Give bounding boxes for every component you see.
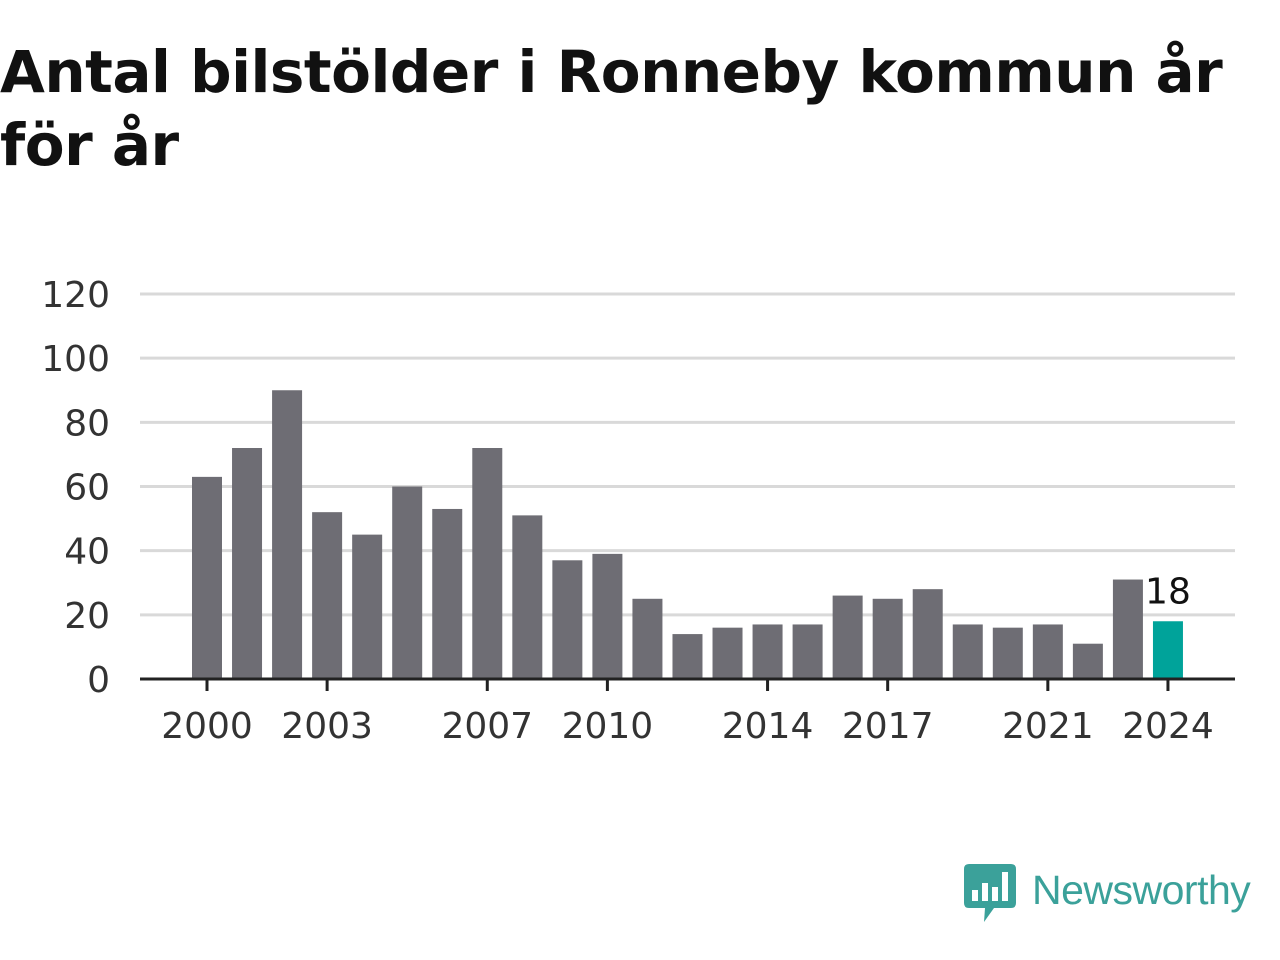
y-tick-label: 60 — [64, 468, 110, 509]
bar-2000 — [192, 477, 222, 679]
bar-2004 — [352, 535, 382, 679]
bar-2016 — [833, 596, 863, 679]
y-tick-label: 80 — [64, 403, 110, 444]
x-tick-label: 2014 — [722, 706, 814, 747]
bar-2021 — [1033, 624, 1063, 679]
data-label-2024: 18 — [1145, 571, 1191, 612]
bar-2011 — [632, 599, 662, 679]
x-tick-label: 2024 — [1122, 706, 1214, 747]
y-tick-label: 20 — [64, 596, 110, 637]
y-tick-label: 40 — [64, 532, 110, 573]
bar-2013 — [713, 628, 743, 679]
bars — [192, 390, 1183, 679]
bar-2001 — [232, 448, 262, 679]
bar-2022 — [1073, 644, 1103, 679]
x-axis-labels: 2000 2003 2007 2010 2014 2017 2021 2024 — [161, 706, 1214, 747]
bar-2012 — [672, 634, 702, 679]
x-tick-label: 2017 — [842, 706, 934, 747]
bar-2015 — [793, 624, 823, 679]
bar-2017 — [873, 599, 903, 679]
x-tick-label: 2003 — [281, 706, 373, 747]
bar-2007 — [472, 448, 502, 679]
bar-2024 — [1153, 621, 1183, 679]
bar-2008 — [512, 515, 542, 679]
gridlines — [140, 294, 1235, 615]
bar-2006 — [432, 509, 462, 679]
x-tick-label: 2007 — [441, 706, 533, 747]
bar-2018 — [913, 589, 943, 679]
bar-2014 — [753, 624, 783, 679]
bar-chart: 0 20 40 60 80 100 120 2000 2003 2007 2010 2014 2017… — [0, 0, 1280, 960]
bar-2019 — [953, 624, 983, 679]
brand-name: Newsworthy — [1032, 866, 1250, 914]
y-tick-label: 0 — [87, 660, 110, 701]
annotations: 18 — [1145, 571, 1191, 612]
y-tick-label: 100 — [41, 339, 110, 380]
bar-2005 — [392, 487, 422, 680]
y-axis-labels: 0 20 40 60 80 100 120 — [41, 275, 110, 701]
bar-2020 — [993, 628, 1023, 679]
y-tick-label: 120 — [41, 275, 110, 316]
bar-2003 — [312, 512, 342, 679]
bar-2002 — [272, 390, 302, 679]
bar-2010 — [592, 554, 622, 679]
x-axis — [140, 679, 1235, 691]
x-tick-label: 2000 — [161, 706, 253, 747]
x-tick-label: 2021 — [1002, 706, 1094, 747]
bar-2023 — [1113, 580, 1143, 679]
bar-2009 — [552, 560, 582, 679]
x-tick-label: 2010 — [562, 706, 654, 747]
newsworthy-logo: Newsworthy — [964, 864, 1280, 930]
newsworthy-logo-icon — [964, 864, 1016, 926]
